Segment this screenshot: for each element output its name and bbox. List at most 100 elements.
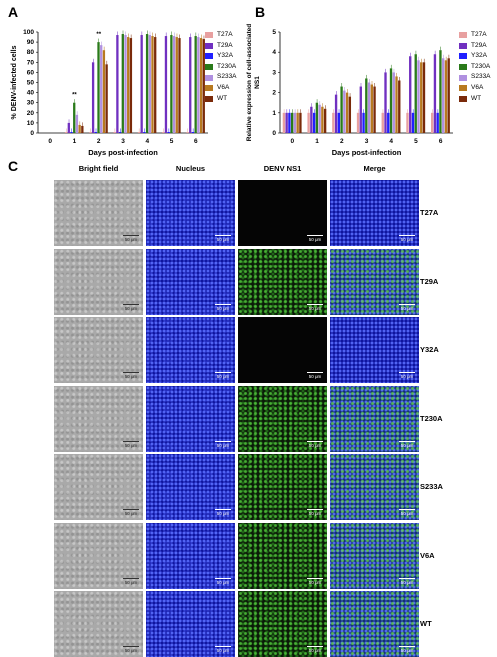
x-tick-label: 4: [145, 138, 149, 145]
legend-label: T27A: [471, 31, 487, 38]
bar-T29A-day-1: [67, 122, 70, 133]
image-ns1-T27A: 50 μm: [238, 180, 327, 246]
y-tick-label: 20: [27, 110, 35, 117]
scale-bar: 50 μm: [307, 646, 323, 653]
bar-T230A-day-0: [290, 112, 294, 133]
x-tick-label: 2: [340, 138, 344, 145]
scale-bar: 50 μm: [399, 646, 415, 653]
image-ns1-WT: 50 μm: [238, 591, 327, 657]
scale-bar: 50 μm: [307, 577, 323, 585]
image-merge-T29A: 50 μm: [330, 248, 419, 315]
y-tick-label: 2: [272, 90, 276, 97]
bar-S233A-day-2: [343, 90, 346, 133]
col-head-ns1: DENV NS1: [263, 164, 302, 173]
scale-bar-label: 50 μm: [400, 442, 414, 448]
legend-swatch: [459, 85, 467, 92]
legend-label: Y32A: [471, 52, 487, 60]
legend-swatch: [205, 95, 213, 102]
y-tick-label: 50: [27, 80, 35, 87]
image-merge-T230A: 50 μm: [330, 385, 419, 452]
legend-label: T27A: [217, 31, 233, 38]
scale-bar-label: 50 μm: [308, 579, 322, 585]
bar-S233A-day-5: [417, 60, 420, 133]
panel-letter-a: A: [8, 4, 19, 20]
bar-S233A-day-1: [318, 104, 321, 133]
bar-V6A-day-0: [296, 112, 299, 133]
image-nucleus-S233A: 50 μm: [146, 454, 235, 520]
scale-bar: 50 μm: [399, 235, 415, 242]
legend-item-T27A: T27A: [459, 30, 491, 41]
significance-annotation: **: [72, 93, 77, 99]
legend-swatch: [459, 95, 467, 102]
scale-bar: 50 μm: [307, 235, 323, 242]
x-axis-label: Days post-infection: [88, 148, 158, 157]
scale-bar: 50 μm: [399, 577, 415, 585]
legend-item-V6A: V6A: [459, 83, 491, 94]
x-tick-label: 6: [194, 138, 198, 145]
scale-bar-label: 50 μm: [216, 648, 230, 653]
bar-T27A-day-1: [64, 131, 68, 133]
bar-T230A-day-3: [365, 78, 368, 133]
bar-T29A-day-4: [140, 35, 143, 133]
legend-label: T29A: [217, 41, 233, 49]
x-tick-label: 6: [439, 138, 443, 145]
legend-swatch: [205, 32, 213, 39]
scale-bar: 50 μm: [215, 303, 231, 311]
x-axis-label: Days post-infection: [332, 148, 402, 157]
bar-T27A-day-4: [137, 131, 141, 133]
bar-V6A-day-6: [444, 60, 448, 133]
bar-T29A-day-5: [409, 56, 412, 133]
bar-S233A-day-5: [172, 36, 176, 133]
bar-S233A-day-2: [100, 45, 103, 133]
bar-Y32A-day-3: [118, 131, 122, 133]
bar-WT-day-6: [202, 39, 205, 133]
bar-T29A-day-3: [116, 35, 119, 133]
image-bright-S233A: 50 μm: [54, 454, 143, 520]
bar-T230A-day-2: [97, 42, 100, 133]
scale-bar-label: 50 μm: [400, 511, 414, 516]
legend-label: T230A: [471, 62, 491, 70]
bar-Y32A-day-1: [70, 131, 73, 133]
bar-Y32A-day-4: [387, 112, 390, 133]
bar-S233A-day-4: [148, 35, 151, 133]
legend-item-T29A: T29A: [459, 41, 491, 52]
bar-T27A-day-0: [282, 112, 286, 133]
bar-T27A-day-2: [332, 112, 335, 133]
bar-WT-day-2: [105, 64, 108, 133]
bar-WT-day-2: [348, 96, 352, 133]
y-tick-label: 5: [272, 29, 276, 36]
scale-bar: 50 μm: [123, 303, 139, 311]
bar-WT-day-4: [154, 37, 157, 133]
legend-item-T230A: T230A: [205, 62, 237, 73]
bar-T230A-day-6: [194, 36, 197, 133]
x-tick-label: 1: [315, 138, 319, 145]
image-nucleus-T27A: 50 μm: [146, 180, 235, 246]
legend-swatch: [205, 74, 213, 81]
image-bright-V6A: 50 μm: [54, 522, 143, 589]
y-axis-label: % DENV-infected cells: [11, 45, 18, 119]
scale-bar: 50 μm: [123, 646, 139, 653]
legend-swatch: [459, 53, 467, 60]
scale-bar: 50 μm: [307, 509, 323, 516]
image-bright-T230A: 50 μm: [54, 385, 143, 452]
scale-bar-label: 50 μm: [216, 579, 230, 585]
image-merge-Y32A: 50 μm: [330, 317, 419, 383]
scale-bar-label: 50 μm: [216, 237, 230, 242]
scale-bar: 50 μm: [215, 440, 231, 448]
scale-bar-label: 50 μm: [216, 511, 230, 516]
legend-swatch: [459, 42, 467, 49]
bar-S233A-day-0: [293, 112, 297, 133]
bar-V6A-day-2: [102, 50, 106, 133]
bar-V6A-day-5: [175, 37, 178, 133]
bar-S233A-day-3: [124, 35, 127, 133]
panel-letter-b: B: [255, 4, 266, 20]
scale-bar: 50 μm: [307, 303, 323, 311]
y-tick-label: 40: [27, 90, 35, 97]
chart-b-ns1-expression: 0 1 2 3 4 5 0 1 2 3 4 5 6 Days post-infection Relative…: [246, 24, 453, 157]
scale-bar-label: 50 μm: [308, 374, 322, 379]
legend-swatch: [205, 53, 213, 60]
image-ns1-S233A: 50 μm: [238, 454, 327, 520]
bar-T27A-day-6: [186, 131, 189, 133]
chart-a-infected-cells: 0 10 20 30 40 50 60 70 80 90 100 0 1 2 3 4 5 6 ** ** Days po…: [11, 29, 208, 157]
bar-S233A-day-6: [442, 58, 445, 134]
